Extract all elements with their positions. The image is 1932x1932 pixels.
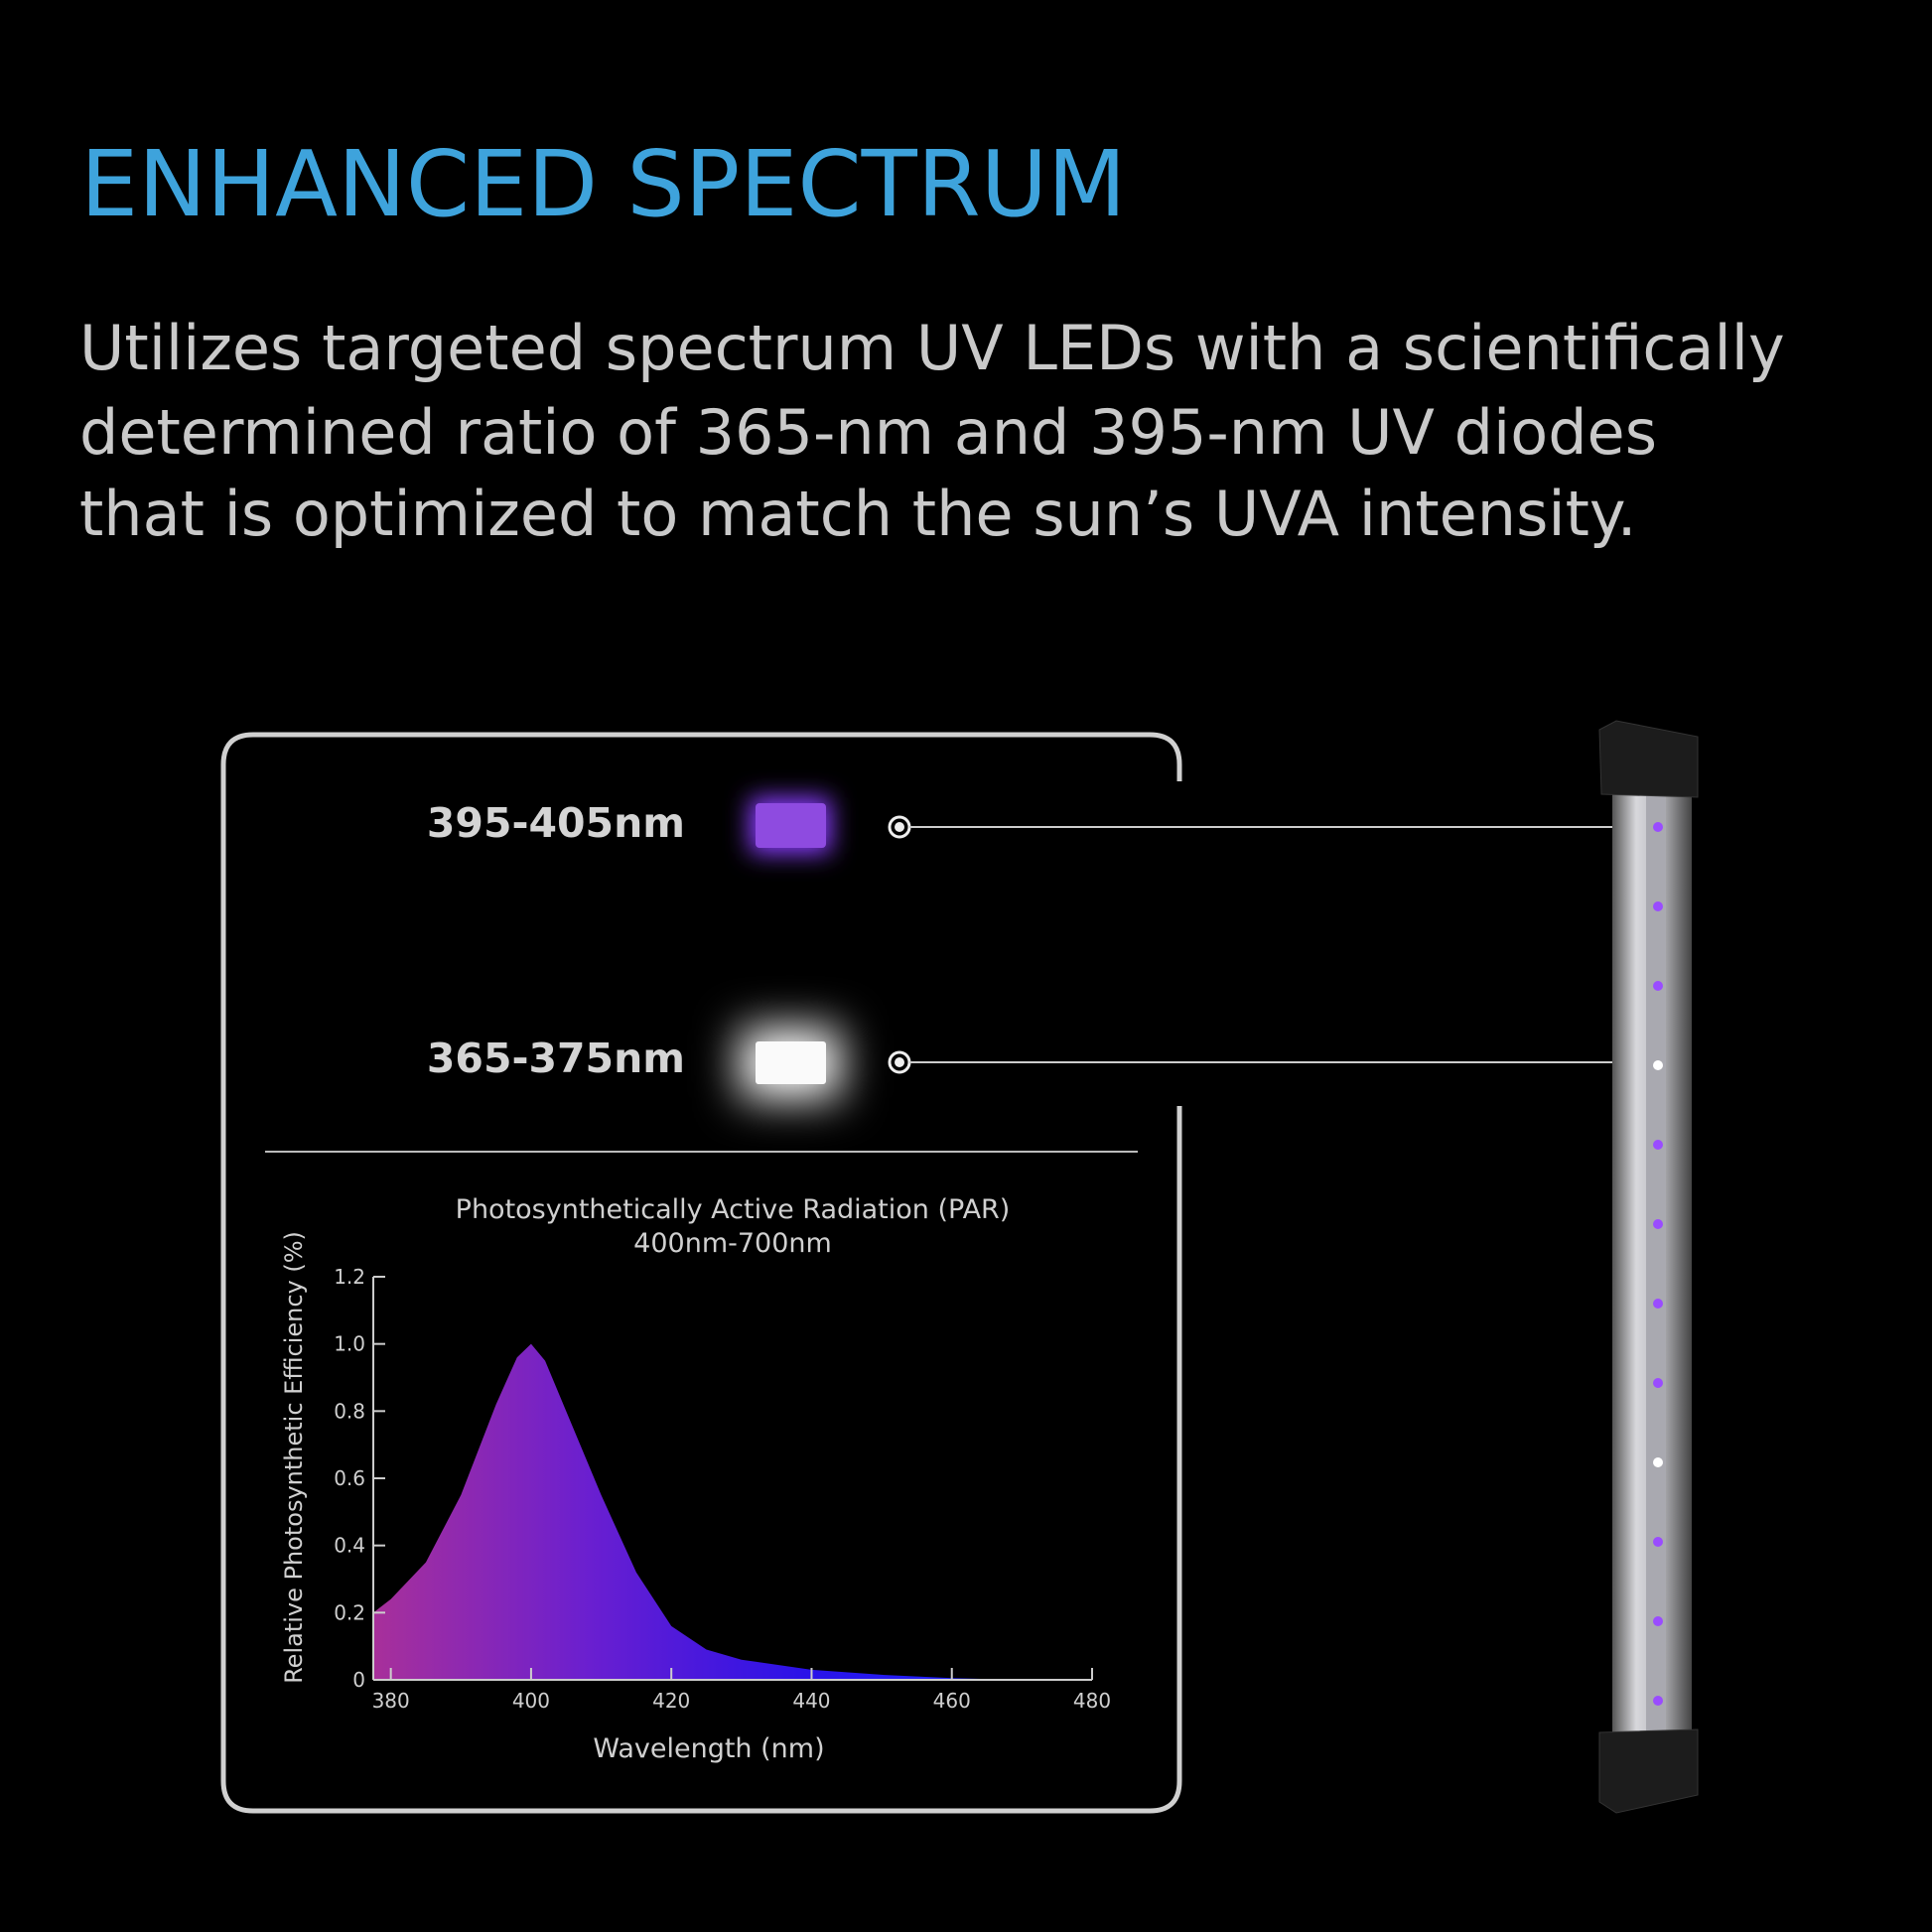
x-tick-label: 380 (372, 1689, 410, 1713)
led-white (756, 1041, 826, 1084)
y-axis-label: Relative Photosynthetic Efficiency (%) (280, 1231, 308, 1684)
y-tick-label: 0.4 (334, 1534, 365, 1558)
y-tick-label: 1.2 (334, 1265, 365, 1289)
bar-leds (1653, 822, 1663, 1706)
chart-title: Photosynthetically Active Radiation (PAR… (456, 1194, 1011, 1225)
bar-led (1653, 1299, 1663, 1309)
bar-led (1653, 1696, 1663, 1706)
x-tick-label: 400 (512, 1689, 550, 1713)
body-line: Utilizes targeted spectrum UV LEDs with … (79, 312, 1785, 384)
plot: 0 0.2 0.4 0.6 0.8 1.0 1.2 380 400 420 440 460 480 (334, 1265, 1111, 1713)
callout-label: 365-375nm (427, 1035, 685, 1082)
callout-label: 395-405nm (427, 799, 685, 847)
x-tick-label: 420 (652, 1689, 690, 1713)
body-line: determined ratio of 365-nm and 395-nm UV… (79, 396, 1657, 469)
bar-led (1653, 1378, 1663, 1388)
y-tick-label: 0.8 (334, 1399, 365, 1423)
x-tick-label: 460 (933, 1689, 971, 1713)
chart-subtitle: 400nm-700nm (633, 1228, 832, 1259)
panel-frame (220, 732, 1182, 1814)
connector-dot (895, 1057, 904, 1067)
y-tick-label: 0.6 (334, 1466, 365, 1490)
x-tick-label: 480 (1073, 1689, 1111, 1713)
led-purple (756, 803, 826, 848)
bar-led (1653, 1537, 1663, 1547)
end-cap (1598, 1728, 1699, 1814)
bar-led (1653, 1060, 1663, 1070)
y-tick-label: 1.0 (334, 1332, 365, 1356)
y-tick-label: 0 (352, 1668, 365, 1692)
bar-led (1653, 1616, 1663, 1626)
light-bar (1598, 720, 1699, 1814)
end-cap (1598, 720, 1699, 798)
bar-led (1653, 1457, 1663, 1467)
title: ENHANCED SPECTRUM (80, 131, 1126, 237)
bar-led (1653, 901, 1663, 911)
connector-dot (895, 822, 904, 832)
body-line: that is optimized to match the sun’s UVA… (79, 478, 1636, 550)
led-strip (1646, 789, 1666, 1742)
area (373, 1343, 1023, 1680)
bar-led (1653, 1219, 1663, 1229)
bar-led (1653, 981, 1663, 991)
x-tick-label: 440 (792, 1689, 830, 1713)
bar-led (1653, 822, 1663, 832)
bar-led (1653, 1140, 1663, 1150)
x-axis-label: Wavelength (nm) (593, 1733, 824, 1764)
y-tick-label: 0.2 (334, 1600, 365, 1624)
